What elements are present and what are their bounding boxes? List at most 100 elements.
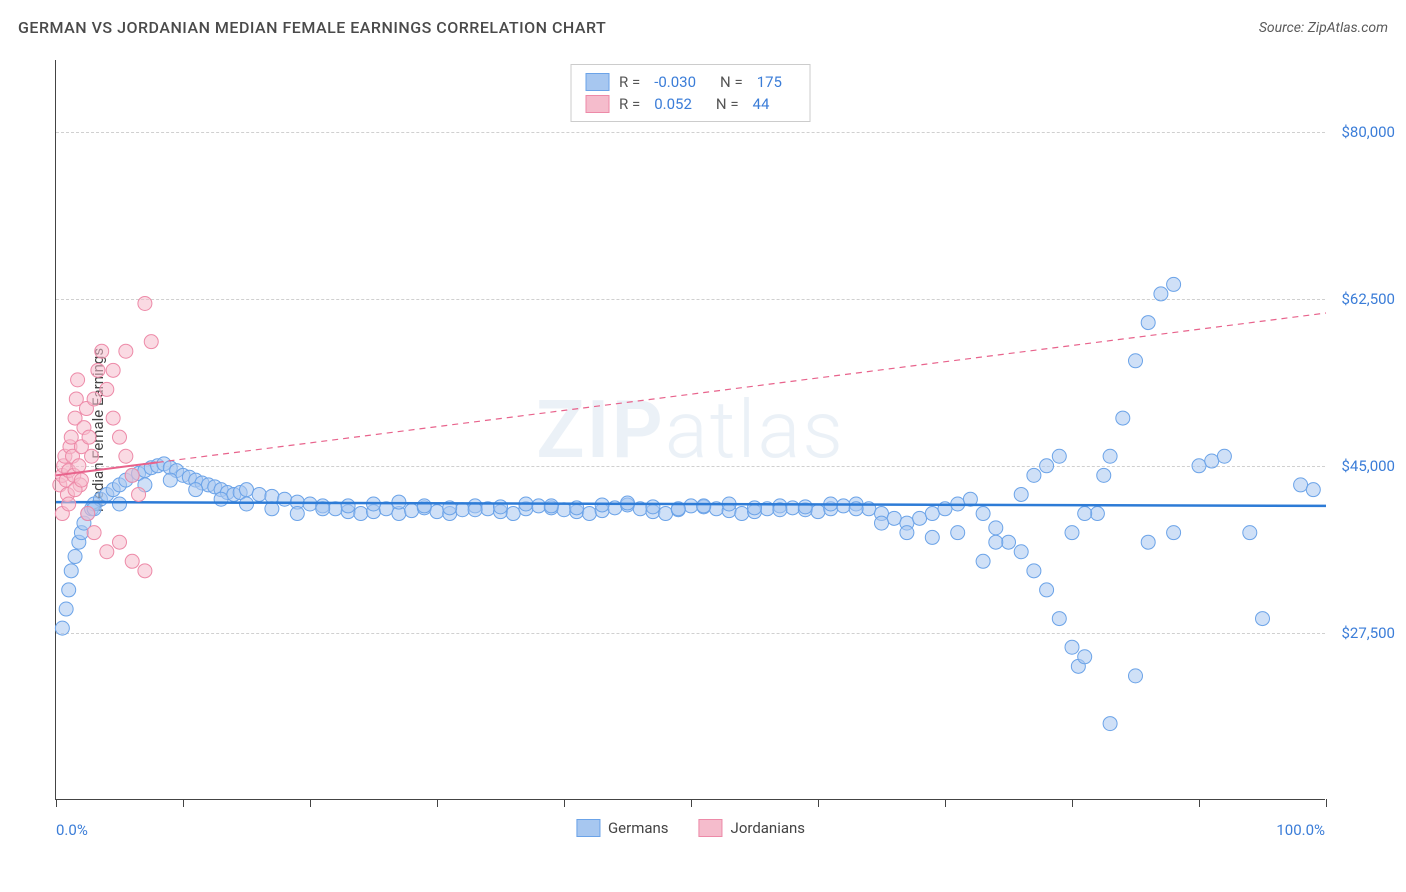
- data-point: [1078, 507, 1092, 521]
- data-point: [138, 564, 152, 578]
- data-point: [1097, 468, 1111, 482]
- data-point: [798, 500, 812, 514]
- trend-line-dashed: [158, 313, 1326, 462]
- data-point: [1052, 612, 1066, 626]
- legend-r-label: R =: [619, 95, 640, 113]
- data-point: [106, 363, 120, 377]
- data-point: [1256, 612, 1270, 626]
- data-point: [144, 335, 158, 349]
- data-point: [735, 507, 749, 521]
- x-tick: [564, 799, 565, 807]
- data-point: [113, 497, 127, 511]
- data-point: [1103, 717, 1117, 731]
- data-point: [1167, 277, 1181, 291]
- data-point: [1306, 483, 1320, 497]
- data-point: [1065, 526, 1079, 540]
- x-tick: [310, 799, 311, 807]
- data-point: [659, 507, 673, 521]
- x-tick: [818, 799, 819, 807]
- data-point: [494, 500, 508, 514]
- data-point: [82, 430, 96, 444]
- data-point: [100, 545, 114, 559]
- data-point: [1052, 449, 1066, 463]
- legend-row-jordanians: R = 0.052 N = 44: [585, 93, 796, 115]
- data-point: [64, 564, 78, 578]
- data-point: [62, 497, 76, 511]
- data-point: [87, 526, 101, 540]
- data-point: [951, 526, 965, 540]
- series-legend: Germans Jordanians: [576, 819, 805, 837]
- legend-label-germans: Germans: [608, 819, 669, 837]
- data-point: [81, 507, 95, 521]
- data-point: [1103, 449, 1117, 463]
- data-point: [748, 501, 762, 515]
- x-tick: [1072, 799, 1073, 807]
- data-point: [95, 344, 109, 358]
- data-point: [74, 473, 88, 487]
- data-point: [106, 411, 120, 425]
- data-point: [1129, 669, 1143, 683]
- data-point: [1141, 316, 1155, 330]
- data-point: [341, 499, 355, 513]
- data-point: [989, 535, 1003, 549]
- data-point: [1040, 583, 1054, 597]
- y-tick-label: $62,500: [1341, 290, 1395, 308]
- legend-swatch-jordanians: [699, 819, 723, 837]
- data-point: [87, 392, 101, 406]
- data-point: [913, 511, 927, 525]
- data-point: [900, 526, 914, 540]
- plot-svg: [56, 60, 1325, 799]
- data-point: [55, 621, 69, 635]
- x-tick: [945, 799, 946, 807]
- data-point: [113, 430, 127, 444]
- data-point: [887, 511, 901, 525]
- data-point: [684, 499, 698, 513]
- data-point: [1014, 487, 1028, 501]
- x-axis-max-label: 100.0%: [1276, 821, 1325, 839]
- data-point: [113, 535, 127, 549]
- legend-n-label: N =: [716, 95, 739, 113]
- data-point: [189, 483, 203, 497]
- data-point: [1116, 411, 1130, 425]
- data-point: [59, 602, 73, 616]
- data-point: [265, 489, 279, 503]
- data-point: [582, 507, 596, 521]
- data-point: [1294, 478, 1308, 492]
- data-point: [455, 503, 469, 517]
- data-point: [119, 449, 133, 463]
- data-point: [786, 501, 800, 515]
- data-point: [1243, 526, 1257, 540]
- title-bar: GERMAN VS JORDANIAN MEDIAN FEMALE EARNIN…: [18, 18, 1388, 37]
- legend-row-germans: R = -0.030 N = 175: [585, 71, 796, 93]
- data-point: [1141, 535, 1155, 549]
- x-tick: [56, 799, 57, 807]
- data-point: [91, 363, 105, 377]
- data-point: [240, 497, 254, 511]
- data-point: [163, 473, 177, 487]
- y-tick-label: $27,500: [1341, 624, 1395, 642]
- data-point: [1154, 287, 1168, 301]
- legend-n-germans: 175: [757, 73, 782, 91]
- x-axis-min-label: 0.0%: [56, 821, 88, 839]
- legend-r-jordanians: 0.052: [654, 95, 692, 113]
- correlation-legend: R = -0.030 N = 175 R = 0.052 N = 44: [570, 64, 811, 122]
- data-point: [252, 487, 266, 501]
- data-point: [138, 296, 152, 310]
- data-point: [811, 505, 825, 519]
- legend-label-jordanians: Jordanians: [731, 819, 806, 837]
- data-point: [1014, 545, 1028, 559]
- legend-swatch-germans: [576, 819, 600, 837]
- data-point: [278, 492, 292, 506]
- data-point: [85, 449, 99, 463]
- data-point: [68, 550, 82, 564]
- data-point: [240, 483, 254, 497]
- data-point: [468, 503, 482, 517]
- data-point: [119, 344, 133, 358]
- x-tick: [691, 799, 692, 807]
- legend-r-label: R =: [619, 73, 640, 91]
- data-point: [875, 516, 889, 530]
- data-point: [62, 583, 76, 597]
- data-point: [976, 554, 990, 568]
- x-tick: [1199, 799, 1200, 807]
- legend-r-germans: -0.030: [654, 73, 696, 91]
